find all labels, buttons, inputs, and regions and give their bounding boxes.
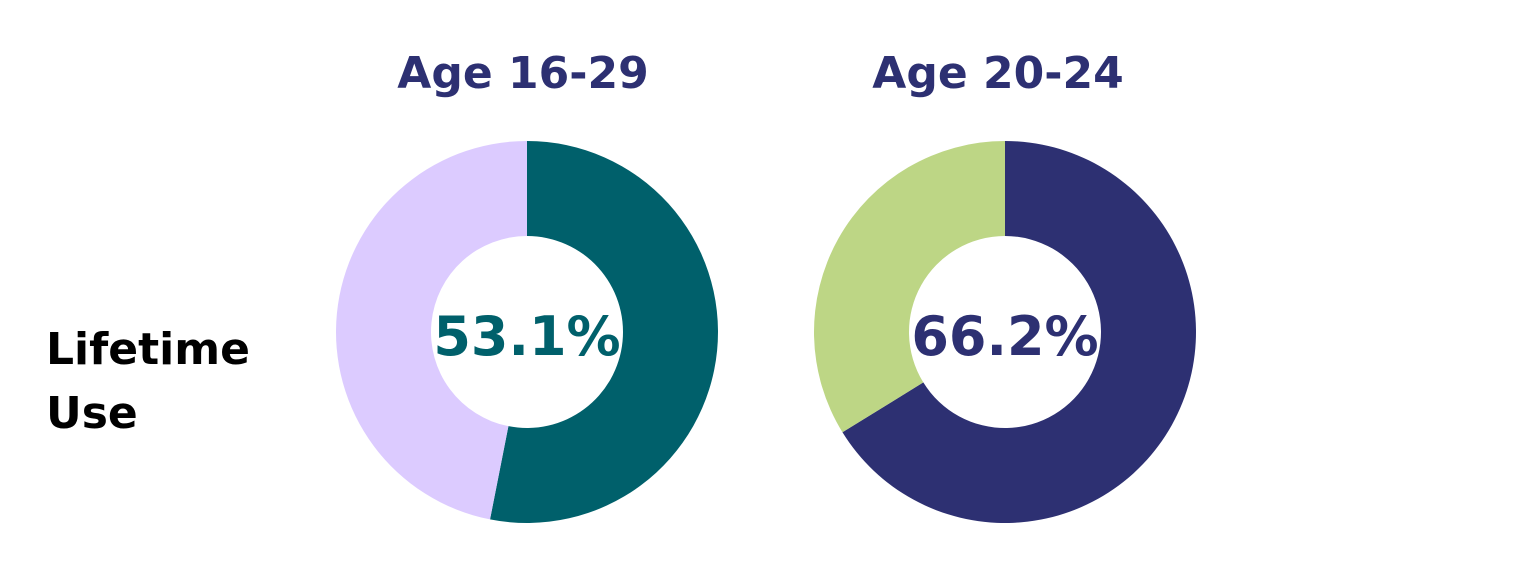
donut-chart-age-20-24: Age 20-24 66.2%: [814, 48, 1196, 523]
donut-1-slice-0: [842, 141, 1196, 523]
row-label-line-1: Lifetime: [46, 324, 250, 375]
row-label-line-2: Use: [46, 388, 138, 439]
donut-1-slice-1: [814, 141, 1005, 433]
donut-0-slice-0: [490, 141, 718, 524]
chart-title-age-16-29: Age 16-29: [397, 48, 648, 99]
slices-age-16-29: [335, 141, 718, 524]
slices-age-20-24: [814, 141, 1196, 523]
donut-chart-age-16-29: Age 16-29 53.1%: [335, 48, 718, 524]
center-value-age-20-24: 66.2%: [911, 305, 1098, 368]
center-value-age-16-29: 53.1%: [433, 305, 620, 368]
donut-0-slice-1: [335, 141, 527, 520]
chart-title-age-20-24: Age 20-24: [872, 48, 1123, 99]
row-label-lifetime-use: Lifetime Use: [46, 318, 286, 446]
